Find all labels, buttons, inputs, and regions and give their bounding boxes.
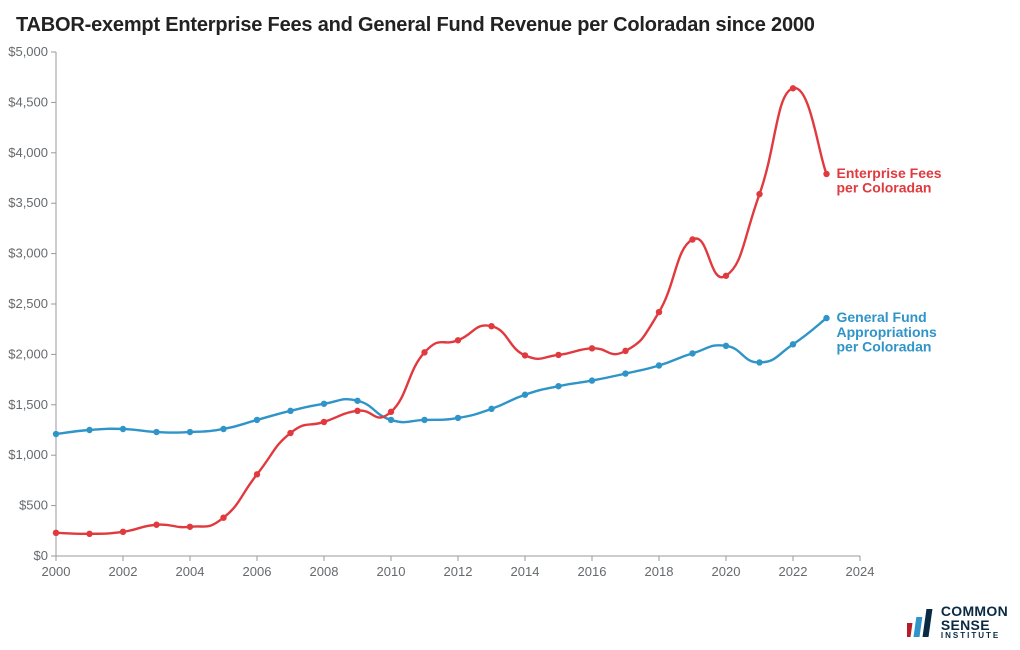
x-tick-label: 2000 xyxy=(42,564,71,579)
y-tick-label: $3,000 xyxy=(8,246,48,261)
enterprise-fees-marker xyxy=(120,529,126,535)
logo-bars-icon xyxy=(907,605,935,639)
y-tick-label: $2,500 xyxy=(8,296,48,311)
general-fund-marker xyxy=(120,426,126,432)
general-fund-marker xyxy=(823,315,829,321)
enterprise-fees-marker xyxy=(756,191,762,197)
logo-bar xyxy=(913,617,922,637)
x-tick-label: 2022 xyxy=(779,564,808,579)
x-tick-label: 2016 xyxy=(578,564,607,579)
enterprise-fees-marker xyxy=(790,85,796,91)
enterprise-fees-marker xyxy=(555,352,561,358)
enterprise-fees-marker xyxy=(488,323,494,329)
logo-text-sub: INSTITUTE xyxy=(941,632,1008,640)
enterprise-fees-series-label: Enterprise Feesper Coloradan xyxy=(837,165,942,196)
y-tick-label: $4,000 xyxy=(8,145,48,160)
y-tick-label: $0 xyxy=(34,548,48,563)
enterprise-fees-marker xyxy=(823,171,829,177)
y-tick-label: $3,500 xyxy=(8,195,48,210)
y-tick-label: $1,500 xyxy=(8,397,48,412)
general-fund-marker xyxy=(488,406,494,412)
x-tick-label: 2014 xyxy=(511,564,540,579)
general-fund-marker xyxy=(86,427,92,433)
y-tick-label: $5,000 xyxy=(8,44,48,59)
enterprise-fees-marker xyxy=(287,430,293,436)
x-tick-label: 2010 xyxy=(377,564,406,579)
enterprise-fees-marker xyxy=(622,348,628,354)
enterprise-fees-marker xyxy=(689,236,695,242)
enterprise-fees-marker xyxy=(723,273,729,279)
x-tick-label: 2018 xyxy=(645,564,674,579)
enterprise-fees-marker xyxy=(388,409,394,415)
general-fund-marker xyxy=(756,359,762,365)
publisher-logo: COMMON SENSE INSTITUTE xyxy=(907,604,1008,640)
y-tick-label: $1,000 xyxy=(8,447,48,462)
y-tick-label: $2,000 xyxy=(8,346,48,361)
enterprise-fees-marker xyxy=(220,514,226,520)
logo-text-mid: SENSE xyxy=(941,618,1008,632)
general-fund-marker xyxy=(53,431,59,437)
logo-bar xyxy=(922,609,932,637)
enterprise-fees-marker xyxy=(53,530,59,536)
enterprise-fees-marker xyxy=(589,345,595,351)
general-fund-marker xyxy=(622,370,628,376)
general-fund-marker xyxy=(689,350,695,356)
general-fund-marker xyxy=(589,377,595,383)
general-fund-marker xyxy=(790,341,796,347)
general-fund-series-label: General FundAppropriationsper Coloradan xyxy=(837,309,938,354)
x-tick-label: 2012 xyxy=(444,564,473,579)
general-fund-marker xyxy=(187,429,193,435)
x-tick-label: 2024 xyxy=(846,564,875,579)
enterprise-fees-marker xyxy=(254,471,260,477)
y-tick-label: $4,500 xyxy=(8,94,48,109)
enterprise-fees-marker xyxy=(522,352,528,358)
general-fund-marker xyxy=(656,362,662,368)
x-tick-label: 2020 xyxy=(712,564,741,579)
chart-svg: $0 $500 $1,000 $1,500 $2,000 $2,500 $3,000 $3,5… xyxy=(0,0,1020,650)
general-fund-marker xyxy=(220,426,226,432)
enterprise-fees-marker xyxy=(421,349,427,355)
chart-root: { "title": "TABOR-exempt Enterprise Fees… xyxy=(0,0,1020,650)
x-tick-label: 2008 xyxy=(310,564,339,579)
enterprise-fees-marker xyxy=(455,337,461,343)
enterprise-fees-marker xyxy=(86,531,92,537)
x-tick-label: 2004 xyxy=(176,564,205,579)
logo-text-top: COMMON xyxy=(941,604,1008,618)
enterprise-fees-marker xyxy=(656,309,662,315)
general-fund-marker xyxy=(421,417,427,423)
general-fund-line xyxy=(56,318,827,434)
x-tick-label: 2006 xyxy=(243,564,272,579)
enterprise-fees-marker xyxy=(354,408,360,414)
general-fund-marker xyxy=(287,408,293,414)
y-tick-label: $500 xyxy=(19,498,48,513)
general-fund-marker xyxy=(321,401,327,407)
general-fund-marker xyxy=(254,417,260,423)
general-fund-marker xyxy=(555,383,561,389)
logo-bar xyxy=(907,623,912,637)
enterprise-fees-marker xyxy=(153,522,159,528)
general-fund-marker xyxy=(388,417,394,423)
x-tick-label: 2002 xyxy=(109,564,138,579)
enterprise-fees-marker xyxy=(187,524,193,530)
general-fund-marker xyxy=(455,415,461,421)
general-fund-marker xyxy=(354,398,360,404)
enterprise-fees-marker xyxy=(321,419,327,425)
general-fund-marker xyxy=(522,392,528,398)
enterprise-fees-line xyxy=(56,88,827,534)
general-fund-marker xyxy=(723,343,729,349)
general-fund-marker xyxy=(153,429,159,435)
